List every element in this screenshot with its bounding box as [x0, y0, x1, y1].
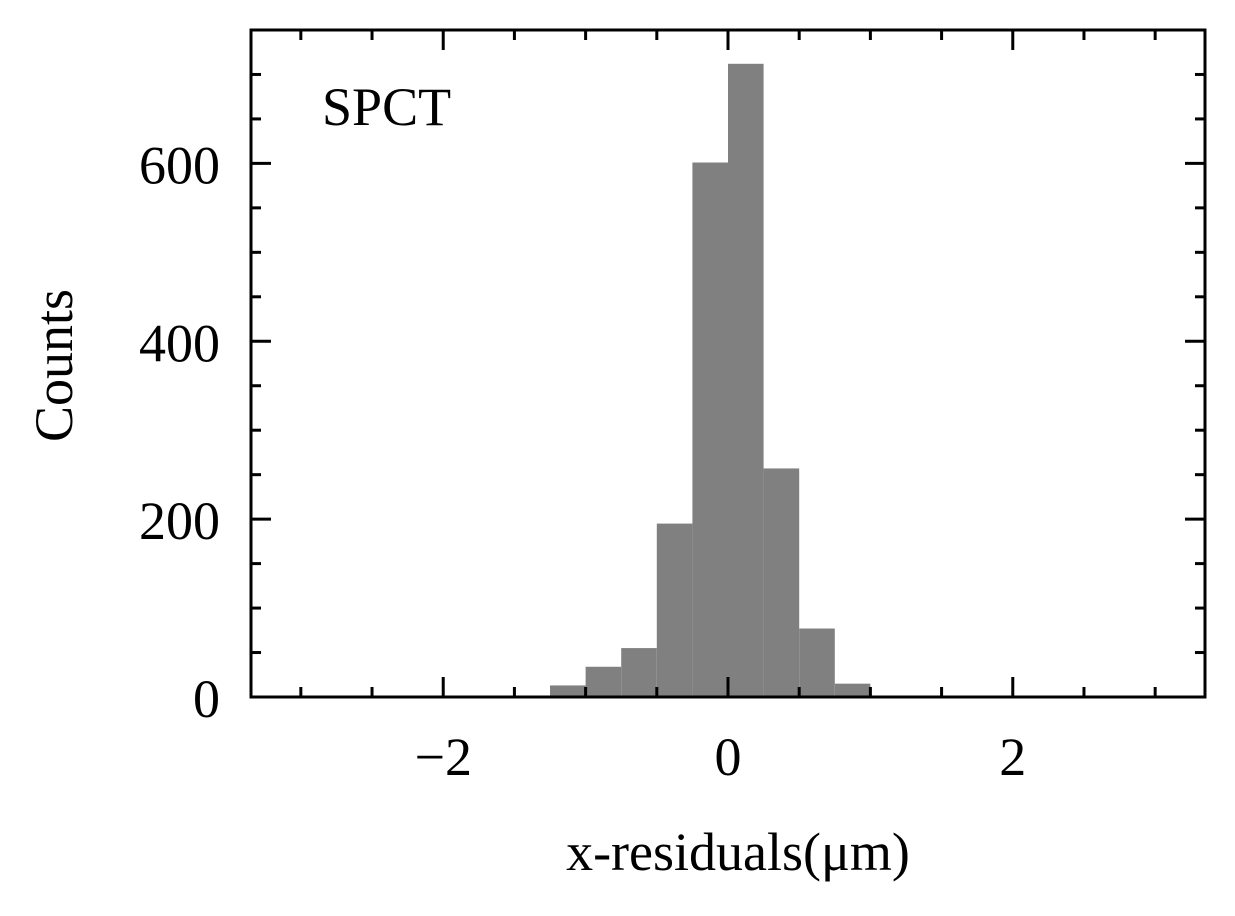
histogram-bar: [692, 162, 728, 697]
histogram-bar: [656, 523, 693, 697]
y-tick-label: 600: [139, 135, 220, 195]
x-axis-label: x-residuals(μm): [566, 822, 910, 882]
bars-group: [407, 63, 871, 697]
histogram-bar: [799, 628, 835, 697]
histogram-bar: [763, 468, 800, 697]
y-tick-label: 400: [139, 313, 220, 373]
histogram-bar: [550, 685, 586, 697]
histogram-bar: [621, 648, 657, 697]
x-tick-label: −2: [414, 727, 471, 787]
annotation-label: SPCT: [322, 77, 451, 137]
y-tick-label: 200: [139, 491, 220, 551]
y-tick-label: 0: [193, 669, 220, 729]
tick-labels-group: −2 0 2 0 200 400 600: [139, 135, 1026, 787]
histogram-bar: [728, 63, 764, 697]
x-tick-label: 2: [999, 727, 1026, 787]
histogram-bar: [834, 683, 871, 697]
ticks-group: [251, 28, 1205, 699]
histogram-bar: [585, 666, 622, 697]
plot-frame: [249, 28, 1207, 699]
y-axis-label: Counts: [24, 289, 84, 442]
x-tick-label: 0: [715, 727, 742, 787]
